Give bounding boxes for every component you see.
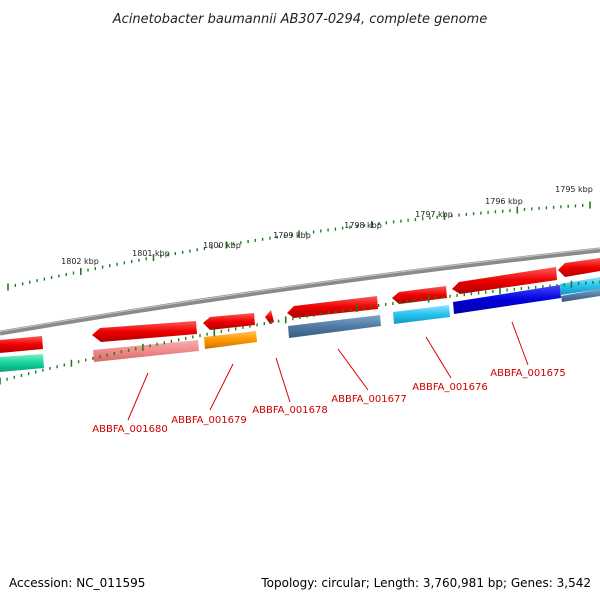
label-connectors xyxy=(127,321,529,421)
connector-001678 xyxy=(275,357,291,403)
gene-block-blue[interactable] xyxy=(453,285,561,314)
gene-block-teal[interactable] xyxy=(0,354,44,372)
gene-arrow-forward[interactable] xyxy=(203,313,255,330)
accession-text: Accession: NC_011595 xyxy=(9,576,145,590)
gene-block-cyan[interactable] xyxy=(560,277,600,295)
ruler-label-1796: 1796 kbp xyxy=(485,197,523,206)
inner-ruler-ticks xyxy=(0,280,600,385)
ruler-label-1800: 1800 kbp xyxy=(203,241,241,250)
gene-arrow-forward[interactable] xyxy=(558,258,600,277)
ruler-label-1801: 1801 kbp xyxy=(132,249,170,258)
gene-label-001680[interactable]: ABBFA_001680 xyxy=(92,424,167,435)
gene-arrow-forward[interactable] xyxy=(92,321,197,342)
outer-ruler-ticks xyxy=(7,201,591,291)
genome-backbone-highlight xyxy=(0,248,600,332)
ruler-label-1798: 1798 kbp xyxy=(344,221,382,230)
ruler-label-1797: 1797 kbp xyxy=(415,210,453,219)
gene-labels: ABBFA_001680 ABBFA_001679 ABBFA_001678 A… xyxy=(92,368,565,435)
ruler-label-1799: 1799 kbp xyxy=(273,231,311,240)
connector-001676 xyxy=(425,336,452,379)
gene-label-001678[interactable]: ABBFA_001678 xyxy=(252,405,327,416)
gene-arrow-forward[interactable] xyxy=(452,267,557,294)
forward-strand-genes xyxy=(0,258,600,353)
gene-block-steel-blue[interactable] xyxy=(288,315,381,338)
gene-block-light-red[interactable] xyxy=(93,340,199,362)
gene-block-orange[interactable] xyxy=(204,331,257,349)
genome-summary-text: Topology: circular; Length: 3,760,981 bp… xyxy=(260,576,591,590)
map-title: Acinetobacter baumannii AB307-0294, comp… xyxy=(112,12,487,27)
ruler-labels: 1802 kbp 1801 kbp 1800 kbp 1799 kbp 1798… xyxy=(61,185,593,266)
gene-arrow-forward[interactable] xyxy=(265,310,274,324)
connector-001675 xyxy=(511,321,529,366)
gene-arrow-forward[interactable] xyxy=(0,336,43,353)
gene-arrow-forward[interactable] xyxy=(287,296,378,318)
gene-label-001676[interactable]: ABBFA_001676 xyxy=(412,382,487,393)
reverse-strand-genes xyxy=(0,277,600,372)
ruler-label-1795: 1795 kbp xyxy=(555,185,593,194)
gene-label-001675[interactable]: ABBFA_001675 xyxy=(490,368,565,379)
gene-block-steel-blue[interactable] xyxy=(561,289,600,302)
gene-block-cyan[interactable] xyxy=(393,305,450,324)
ruler-label-1802: 1802 kbp xyxy=(61,257,99,266)
connector-001677 xyxy=(337,348,369,391)
gene-arrow-forward[interactable] xyxy=(392,286,447,304)
connector-001679 xyxy=(209,363,234,411)
genome-backbone xyxy=(0,247,600,336)
gene-label-001677[interactable]: ABBFA_001677 xyxy=(331,394,406,405)
gene-label-001679[interactable]: ABBFA_001679 xyxy=(171,415,246,426)
connector-001680 xyxy=(127,372,149,421)
